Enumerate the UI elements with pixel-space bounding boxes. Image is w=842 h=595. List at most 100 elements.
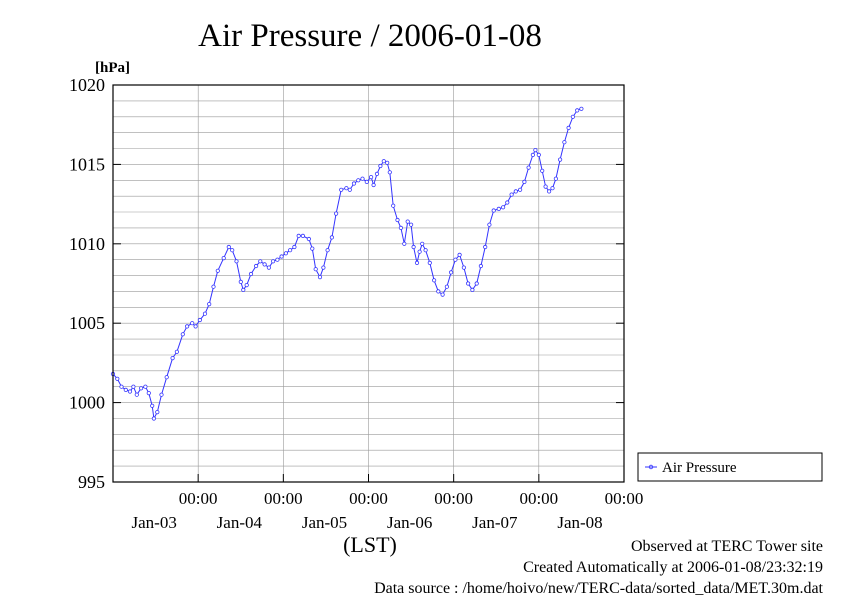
data-point — [470, 287, 475, 292]
data-point — [391, 203, 396, 208]
data-point — [275, 257, 280, 262]
data-point — [368, 175, 374, 180]
x-tick-label-time: 00:00 — [179, 489, 218, 508]
data-point — [509, 192, 514, 197]
data-point — [347, 187, 352, 192]
data-point — [533, 148, 538, 153]
data-point — [474, 281, 479, 286]
data-point — [540, 168, 545, 173]
data-point — [248, 271, 254, 277]
legend-entry-air-pressure: Air Pressure — [662, 460, 737, 476]
data-point — [378, 163, 383, 169]
data-point — [313, 267, 318, 272]
data-point — [465, 281, 471, 286]
data-point — [402, 241, 407, 246]
data-point — [444, 284, 449, 289]
data-point — [292, 244, 297, 250]
data-point — [254, 263, 259, 269]
data-point — [306, 236, 311, 242]
data-point — [436, 289, 441, 294]
air-pressure-series-points — [110, 106, 584, 421]
data-point — [329, 235, 334, 240]
x-tick-label-time: 00:00 — [434, 489, 473, 508]
data-point — [296, 233, 301, 238]
data-point — [202, 311, 208, 316]
data-point — [483, 244, 488, 250]
data-point — [151, 416, 156, 421]
data-point — [487, 222, 492, 227]
data-point — [575, 108, 580, 113]
data-point — [241, 287, 246, 292]
data-point — [553, 176, 559, 181]
x-tick-label-time: 00:00 — [605, 489, 644, 508]
data-point — [579, 106, 584, 111]
plot-frame — [112, 84, 625, 483]
legend-box — [637, 452, 823, 482]
data-point — [496, 206, 501, 211]
data-point — [550, 186, 555, 191]
data-point — [408, 222, 414, 227]
data-point — [207, 301, 212, 307]
data-point — [505, 200, 510, 205]
data-point — [398, 225, 403, 230]
y-tick-label: 995 — [78, 472, 105, 492]
x-tick-label-date: Jan-06 — [387, 513, 432, 532]
data-point — [193, 324, 198, 329]
chart-title: Air Pressure / 2006-01-08 — [198, 18, 542, 54]
data-point — [500, 205, 506, 210]
data-point — [374, 171, 380, 176]
data-point — [440, 292, 445, 297]
data-point — [127, 389, 133, 394]
data-point — [211, 284, 216, 289]
data-point — [351, 181, 357, 186]
data-point — [448, 270, 454, 275]
data-point — [360, 176, 365, 181]
x-axis-label: (LST) — [343, 532, 397, 557]
data-point — [431, 278, 437, 283]
data-point — [570, 114, 576, 119]
data-point — [279, 254, 284, 259]
data-point — [197, 317, 202, 323]
data-point — [339, 187, 344, 192]
data-point — [119, 384, 124, 389]
y-tick-label: 1005 — [69, 313, 105, 333]
legend: Air Pressure — [637, 452, 823, 482]
data-point — [546, 189, 552, 194]
x-axis-ticks: 00:00Jan-0300:00Jan-0400:00Jan-0500:00Ja… — [132, 474, 644, 532]
x-tick-label-date: Jan-03 — [132, 513, 177, 532]
data-point — [427, 260, 432, 265]
data-point — [226, 244, 231, 250]
data-point — [478, 263, 483, 269]
data-point — [344, 186, 349, 191]
data-point — [283, 251, 288, 256]
x-tick-label-time: 00:00 — [349, 489, 388, 508]
data-point — [131, 384, 136, 389]
data-point — [420, 241, 425, 246]
data-point — [321, 265, 326, 270]
data-point — [221, 255, 226, 261]
data-point — [270, 259, 276, 264]
y-axis-unit: [hPa] — [95, 60, 130, 76]
data-point — [411, 244, 416, 250]
data-point — [170, 355, 175, 361]
y-tick-label: 1020 — [69, 75, 105, 95]
data-point — [234, 259, 239, 264]
data-point — [143, 384, 148, 389]
data-point — [457, 252, 462, 257]
data-point — [395, 217, 400, 223]
data-point — [134, 392, 139, 397]
data-point — [266, 265, 271, 270]
data-point — [491, 208, 496, 213]
data-point — [139, 386, 144, 391]
x-tick-label-date: Jan-05 — [302, 513, 347, 532]
data-point — [159, 392, 164, 397]
data-point — [371, 182, 376, 188]
data-point — [423, 248, 428, 253]
x-tick-label-date: Jan-07 — [472, 513, 518, 532]
data-point — [150, 403, 155, 408]
data-point — [417, 249, 422, 254]
data-point — [530, 152, 536, 157]
y-tick-label: 1010 — [69, 234, 105, 254]
grid-lines — [113, 85, 625, 482]
